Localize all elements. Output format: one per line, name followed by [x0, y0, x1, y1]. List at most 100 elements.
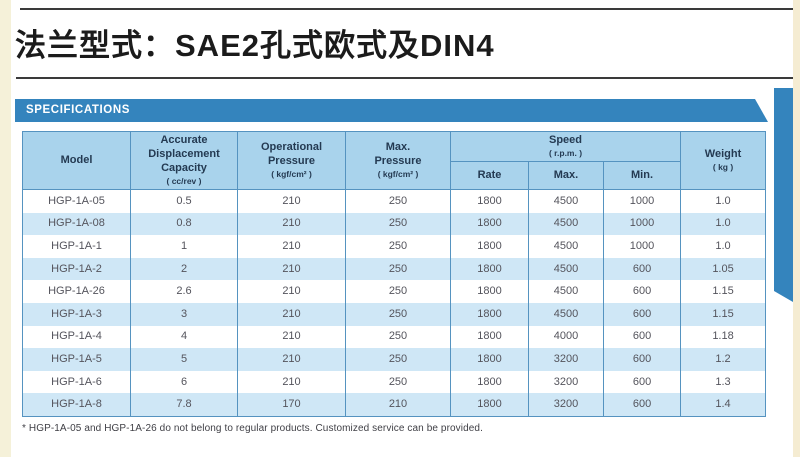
value-cell: 600: [602, 257, 682, 281]
value-cell: 1800: [450, 302, 529, 326]
model-cell: HGP-1A-4: [22, 325, 131, 349]
value-cell: 1800: [450, 325, 529, 349]
value-cell: 1.0: [680, 212, 767, 236]
header-weight: Weight ( kg ): [680, 131, 767, 190]
value-cell: 4500: [528, 280, 604, 303]
value-cell: 210: [345, 393, 451, 417]
header-label: Min.: [631, 168, 654, 181]
value-cell: 3: [130, 302, 238, 326]
table-row: HGP-1A-6 6 210 250 1800 3200 600 1.3: [22, 370, 767, 394]
header-label: Weight: [704, 148, 742, 161]
value-cell: 600: [602, 280, 682, 303]
table-row: HGP-1A-8 7.8 170 210 1800 3200 600 1.4: [22, 393, 767, 417]
value-cell: 210: [237, 325, 346, 349]
header-label: Rate: [477, 168, 502, 181]
value-cell: 250: [345, 325, 451, 349]
table-row: HGP-1A-4 4 210 250 1800 4000 600 1.18: [22, 325, 767, 349]
value-cell: 4500: [528, 235, 604, 258]
value-cell: 7.8: [130, 393, 238, 417]
value-cell: 1800: [450, 235, 529, 258]
value-cell: 210: [237, 280, 346, 303]
header-unit: ( kgf/cm² ): [271, 168, 312, 179]
right-accent-bar: [774, 88, 793, 302]
value-cell: 1800: [450, 280, 529, 303]
header-speed-min: Min.: [602, 161, 682, 190]
value-cell: 210: [237, 370, 346, 394]
value-cell: 210: [237, 348, 346, 371]
specifications-banner: SPECIFICATIONS: [15, 99, 768, 122]
model-cell: HGP-1A-2: [22, 257, 131, 281]
value-cell: 1800: [450, 257, 529, 281]
value-cell: 250: [345, 302, 451, 326]
value-cell: 600: [602, 302, 682, 326]
value-cell: 250: [345, 212, 451, 236]
value-cell: 250: [345, 280, 451, 303]
header-unit: ( kgf/cm² ): [377, 168, 419, 179]
value-cell: 600: [602, 325, 682, 349]
model-cell: HGP-1A-05: [22, 189, 131, 213]
specifications-table: Model Accurate Displacement Capacity ( c…: [22, 131, 767, 417]
page-edge-left: [0, 0, 11, 457]
model-cell: HGP-1A-26: [22, 280, 131, 303]
table-row: HGP-1A-05 0.5 210 250 1800 4500 1000 1.0: [22, 189, 767, 213]
header-label: Operational Pressure: [260, 141, 323, 167]
header-unit: ( r.p.m. ): [548, 147, 583, 158]
value-cell: 250: [345, 189, 451, 213]
value-cell: 1.15: [680, 302, 767, 326]
header-label: Model: [60, 153, 93, 166]
table-row: HGP-1A-08 0.8 210 250 1800 4500 1000 1.0: [22, 212, 767, 236]
value-cell: 1000: [602, 189, 682, 213]
value-cell: 1.4: [680, 393, 767, 417]
value-cell: 1800: [450, 212, 529, 236]
value-cell: 4500: [528, 189, 604, 213]
value-cell: 1.15: [680, 280, 767, 303]
value-cell: 210: [237, 257, 346, 281]
value-cell: 4500: [528, 257, 604, 281]
table-row: HGP-1A-1 1 210 250 1800 4500 1000 1.0: [22, 235, 767, 258]
value-cell: 210: [237, 302, 346, 326]
value-cell: 4: [130, 325, 238, 349]
header-displacement: Accurate Displacement Capacity ( cc/rev …: [130, 131, 238, 190]
divider-under-title: [16, 77, 793, 79]
value-cell: 250: [345, 235, 451, 258]
value-cell: 1.3: [680, 370, 767, 394]
page-edge-right: [793, 0, 800, 457]
header-unit: ( cc/rev ): [166, 175, 202, 186]
value-cell: 5: [130, 348, 238, 371]
header-label: Max. Pressure: [374, 141, 422, 167]
value-cell: 4500: [528, 212, 604, 236]
value-cell: 2: [130, 257, 238, 281]
value-cell: 210: [237, 189, 346, 213]
header-operational-pressure: Operational Pressure ( kgf/cm² ): [237, 131, 346, 190]
page-title: 法兰型式：SAE2孔式欧式及DIN4: [15, 28, 495, 63]
table-row: HGP-1A-3 3 210 250 1800 4500 600 1.15: [22, 302, 767, 326]
model-cell: HGP-1A-08: [22, 212, 131, 236]
value-cell: 600: [602, 393, 682, 417]
value-cell: 1800: [450, 189, 529, 213]
value-cell: 0.5: [130, 189, 238, 213]
value-cell: 1.0: [680, 189, 767, 213]
value-cell: 210: [237, 212, 346, 236]
value-cell: 3200: [528, 393, 604, 417]
value-cell: 600: [602, 370, 682, 394]
value-cell: 3200: [528, 348, 604, 371]
header-label: Speed: [549, 134, 583, 147]
value-cell: 250: [345, 348, 451, 371]
header-speed-group: Speed ( r.p.m. ): [449, 131, 682, 162]
header-max-pressure: Max. Pressure ( kgf/cm² ): [345, 131, 451, 190]
value-cell: 1000: [602, 212, 682, 236]
value-cell: 250: [345, 370, 451, 394]
value-cell: 1000: [602, 235, 682, 258]
table-header: Model Accurate Displacement Capacity ( c…: [22, 131, 767, 190]
table-row: HGP-1A-26 2.6 210 250 1800 4500 600 1.15: [22, 280, 767, 303]
value-cell: 1800: [450, 393, 529, 417]
model-cell: HGP-1A-6: [22, 370, 131, 394]
model-cell: HGP-1A-3: [22, 302, 131, 326]
value-cell: 600: [602, 348, 682, 371]
header-label: Accurate Displacement Capacity: [148, 134, 220, 174]
model-cell: HGP-1A-1: [22, 235, 131, 258]
table-row: HGP-1A-5 5 210 250 1800 3200 600 1.2: [22, 348, 767, 371]
value-cell: 1.0: [680, 235, 767, 258]
header-unit: ( kg ): [712, 161, 734, 172]
footnote: * HGP-1A-05 and HGP-1A-26 do not belong …: [22, 423, 483, 434]
